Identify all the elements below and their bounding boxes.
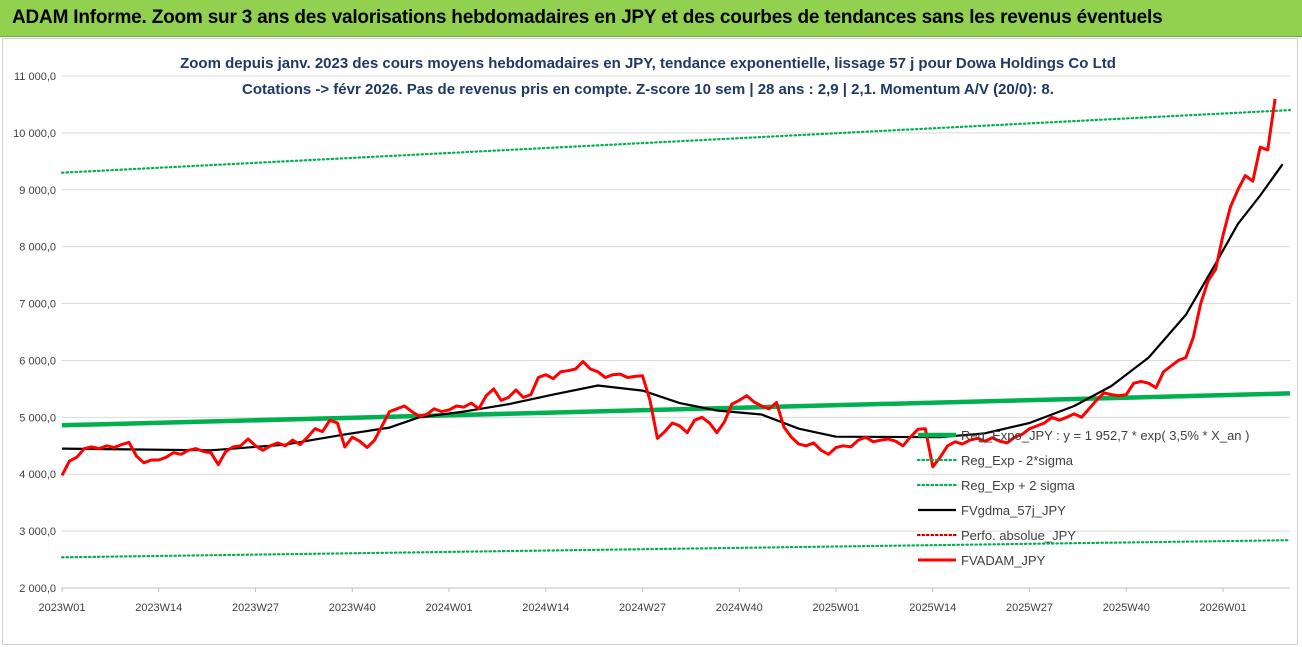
series-line-band_low xyxy=(60,539,1292,559)
legend-label-fvadam: FVADAM_JPY xyxy=(961,553,1046,568)
legend-label-reg: Reg_Expo_JPY : y = 1 952,7 * exp( 3,5% *… xyxy=(961,428,1249,443)
x-tick-label: 2025W01 xyxy=(812,602,859,614)
series-line-reg xyxy=(61,391,1291,428)
x-tick-label: 2023W01 xyxy=(38,602,85,614)
series-line-band_high xyxy=(60,109,1292,174)
y-tick-label: 6 000,0 xyxy=(19,355,56,367)
legend-label-band_high: Reg_Exp + 2 sigma xyxy=(961,478,1076,493)
series-layer xyxy=(60,98,1292,559)
chart-title: Zoom depuis janv. 2023 des cours moyens … xyxy=(180,55,1116,72)
y-tick-label: 4 000,0 xyxy=(19,469,56,481)
chart-frame xyxy=(2,38,1298,645)
x-tick-label: 2024W14 xyxy=(522,602,569,614)
x-tick-label: 2025W14 xyxy=(909,602,956,614)
y-tick-label: 11 000,0 xyxy=(14,71,56,83)
header-bar: ADAM Informe. Zoom sur 3 ans des valoris… xyxy=(0,0,1302,37)
grid-layer xyxy=(62,75,1290,589)
y-tick-label: 9 000,0 xyxy=(19,185,56,197)
series-line-fvadam xyxy=(60,98,1277,477)
legend-label-smooth: FVgdma_57j_JPY xyxy=(961,503,1066,518)
x-tick-label: 2025W40 xyxy=(1103,602,1150,614)
x-tick-label: 2023W27 xyxy=(232,602,279,614)
x-tick-label: 2023W40 xyxy=(329,602,376,614)
x-tick-label: 2024W27 xyxy=(619,602,666,614)
y-tick-label: 3 000,0 xyxy=(19,526,56,538)
chart-subtitle: Cotations -> févr 2026. Pas de revenus p… xyxy=(242,81,1054,98)
x-tick-label: 2024W40 xyxy=(716,602,763,614)
legend-label-band_low: Reg_Exp - 2*sigma xyxy=(961,453,1074,468)
y-tick-label: 8 000,0 xyxy=(19,242,56,254)
x-tick-label: 2026W01 xyxy=(1199,602,1246,614)
y-tick-label: 2 000,0 xyxy=(19,583,56,595)
page-title: ADAM Informe. Zoom sur 3 ans des valoris… xyxy=(12,7,1163,28)
legend-label-perfo: Perfo. absolue_JPY xyxy=(961,528,1076,543)
x-tick-label: 2025W27 xyxy=(1006,602,1053,614)
y-tick-label: 10 000,0 xyxy=(13,128,56,140)
legend: Reg_Expo_JPY : y = 1 952,7 * exp( 3,5% *… xyxy=(916,428,1249,568)
axis-layer: 2 000,0 3 000,0 4 000,0 5 000,0 6 000,0 7 000… xyxy=(13,71,1290,614)
series-line-smooth xyxy=(61,163,1284,452)
x-tick-label: 2023W14 xyxy=(135,602,182,614)
y-tick-label: 7 000,0 xyxy=(19,299,56,311)
y-tick-label: 5 000,0 xyxy=(19,412,56,424)
x-tick-label: 2024W01 xyxy=(425,602,472,614)
